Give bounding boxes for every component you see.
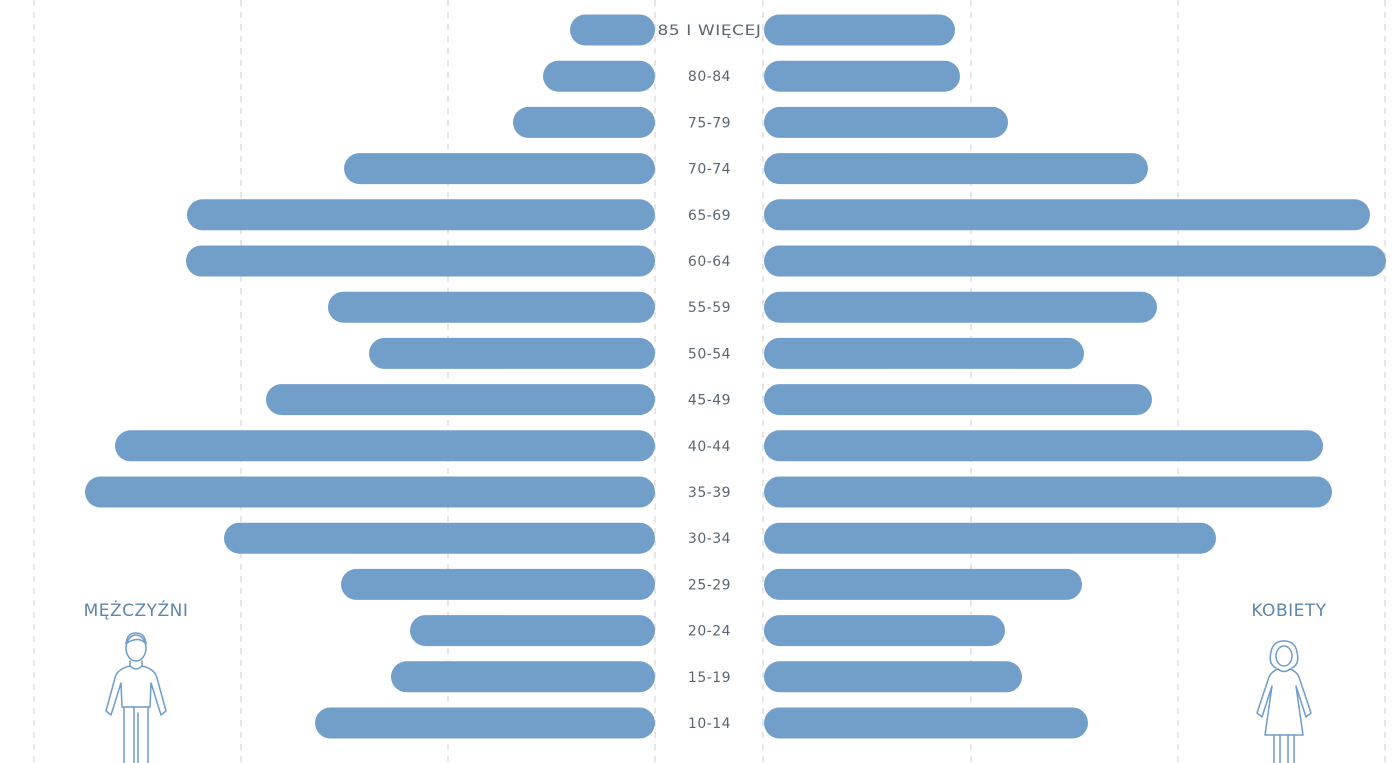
bar-men: [266, 384, 655, 416]
bar-women: [764, 199, 1370, 231]
age-group-label: 60-64: [688, 254, 731, 270]
age-group-label: 70-74: [688, 162, 731, 178]
age-labels-group: 85 I WIĘCEJ 80-84 75-79 70-74 65-69 60-64 55-5…: [658, 23, 762, 732]
bar-men: [344, 153, 655, 185]
bar-men: [341, 568, 655, 600]
age-group-label: 10-14: [688, 716, 731, 732]
bar-men: [513, 106, 655, 138]
bar-men: [369, 337, 655, 369]
bar-women: [764, 384, 1152, 416]
bar-men: [328, 291, 655, 323]
age-group-label: 85 I WIĘCEJ: [658, 23, 762, 39]
woman-icon: [1256, 640, 1312, 763]
bar-men: [315, 707, 655, 739]
bar-women: [764, 430, 1323, 462]
men-series-label: MĘŻCZYŹNI: [84, 599, 189, 621]
bar-women: [764, 661, 1022, 693]
bar-men: [391, 661, 655, 693]
bar-men: [187, 199, 655, 231]
bar-women: [764, 337, 1084, 369]
bar-men: [115, 430, 655, 462]
bar-men: [410, 615, 655, 647]
bar-women: [764, 476, 1332, 508]
age-group-label: 55-59: [688, 300, 731, 316]
women-series-label: KOBIETY: [1251, 601, 1326, 621]
age-group-label: 40-44: [688, 439, 731, 455]
age-group-label: 45-49: [688, 393, 731, 409]
age-group-label: 75-79: [688, 115, 731, 131]
bar-women: [764, 245, 1386, 277]
bar-women: [764, 291, 1157, 323]
man-icon: [105, 632, 167, 763]
age-group-label: 50-54: [688, 346, 731, 362]
bar-women: [764, 707, 1088, 739]
age-group-label: 20-24: [688, 624, 731, 640]
bar-women: [764, 615, 1005, 647]
age-group-label: 25-29: [688, 577, 731, 593]
age-group-label: 35-39: [688, 485, 731, 501]
bars-group: [85, 14, 1386, 739]
age-group-label: 30-34: [688, 531, 731, 547]
bar-women: [764, 153, 1148, 185]
age-group-label: 80-84: [688, 69, 731, 85]
bar-men: [543, 60, 655, 92]
age-group-label: 15-19: [688, 670, 731, 686]
bar-men: [224, 522, 655, 554]
bar-women: [764, 106, 1008, 138]
bar-women: [764, 568, 1082, 600]
bar-men: [186, 245, 655, 277]
bar-men: [570, 14, 655, 46]
bar-women: [764, 60, 960, 92]
bar-women: [764, 522, 1216, 554]
age-group-label: 65-69: [688, 208, 731, 224]
bar-women: [764, 14, 955, 46]
bar-men: [85, 476, 655, 508]
